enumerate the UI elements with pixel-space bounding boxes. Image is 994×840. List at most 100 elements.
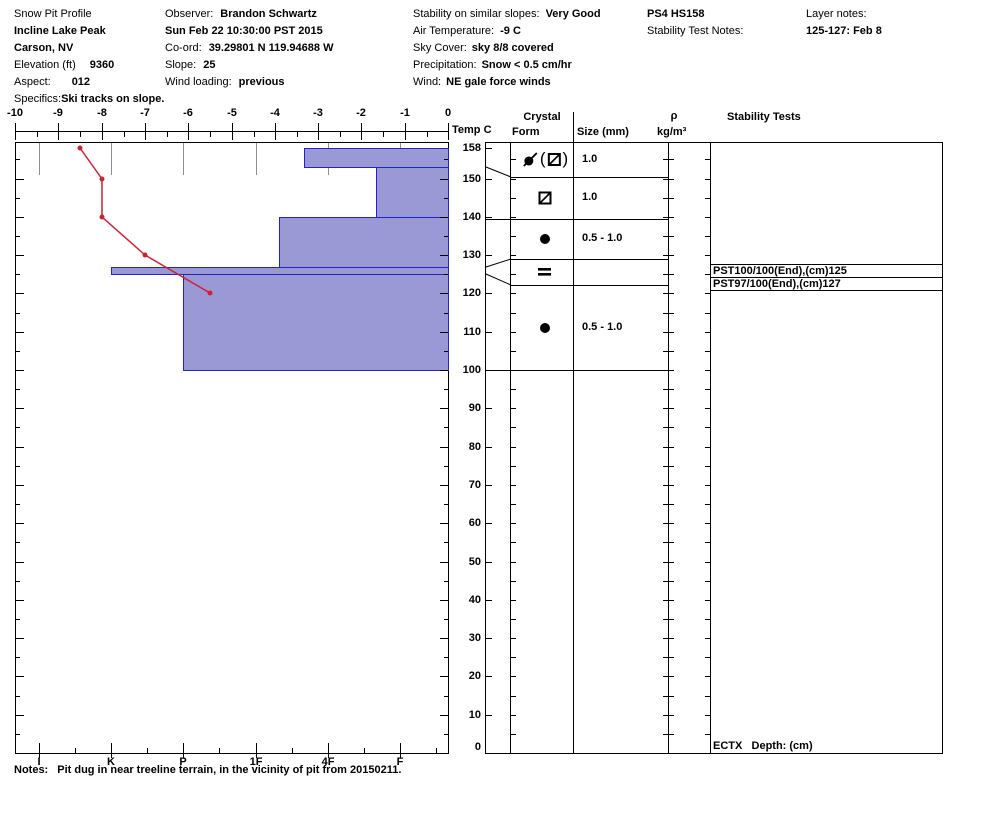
depth-label: 70 (468, 479, 481, 491)
grain-form-symbol (538, 191, 553, 206)
depth-border-tick-left (16, 447, 24, 448)
temp-axis-label: -7 (140, 107, 150, 119)
depth-label: 150 (462, 173, 481, 185)
table-depth-tick (486, 600, 492, 601)
form-col-tick (511, 179, 516, 180)
size-col-tick (663, 542, 668, 543)
notes-label: Notes: (14, 764, 49, 776)
depth-border-tick-right (440, 447, 448, 448)
density-header: ρ (670, 110, 678, 122)
depth-border-tick-right (444, 542, 448, 543)
wind-loading-row: Wind loading: previous (165, 76, 285, 89)
depth-border-tick-left (16, 466, 20, 467)
hardness-axis-tick (111, 743, 112, 758)
size-col-tick (663, 332, 668, 333)
depth-label: 50 (468, 556, 481, 568)
decomposing-fragments-icon (523, 151, 538, 167)
form-col-tick (511, 293, 516, 294)
specifics-row: Specifics:Ski tracks on slope. (14, 93, 164, 106)
observer-row: Observer: Brandon Schwartz (165, 8, 317, 21)
stability-tests-header: Stability Tests (727, 111, 801, 123)
table-depth-tick (486, 370, 492, 371)
temp-axis-label: -5 (227, 107, 237, 119)
rho-col-tick-r (705, 389, 710, 390)
temp-axis-minor-tick (427, 131, 428, 137)
hardness-bar-158-153 (304, 148, 449, 168)
rho-col-tick-r (705, 236, 710, 237)
form-col-tick (511, 600, 516, 601)
temp-axis-line (15, 131, 448, 132)
depth-border-tick-right (444, 466, 448, 467)
elevation-label: Elevation (ft) (14, 59, 76, 71)
hardness-bar-125-100 (183, 274, 449, 371)
layer-notes-label: Layer notes: (806, 8, 867, 20)
air-temp-value: -9 C (500, 25, 521, 37)
rho-col-tick-l (669, 351, 674, 352)
stability-test-ectx: ECTX Depth: (cm) (713, 740, 813, 752)
temp-axis-minor-tick (124, 131, 125, 137)
rho-col-tick-l (669, 159, 674, 160)
form-col-tick (511, 408, 516, 409)
temp-axis-tick (102, 123, 103, 140)
slope-label: Slope: (165, 59, 197, 71)
size-col-tick (663, 351, 668, 352)
precip-label: Precipitation: (413, 59, 477, 71)
temp-axis-label: -4 (270, 107, 280, 119)
rho-col-tick-r (705, 657, 710, 658)
depth-border-tick-right (444, 389, 448, 390)
rho-col-tick-r (705, 351, 710, 352)
form-col-tick (511, 351, 516, 352)
rho-col-tick-l (669, 198, 674, 199)
size-col-tick (663, 236, 668, 237)
pit-chart-area (15, 142, 449, 754)
temp-axis-tick (275, 123, 276, 140)
datetime-value: Sun Feb 22 10:30:00 PST 2015 (165, 25, 323, 37)
table-depth-tick (486, 485, 492, 486)
location-name: Incline Lake Peak (14, 25, 106, 37)
wind-value: NE gale force winds (446, 76, 551, 88)
form-col-tick (511, 542, 516, 543)
grain-size-value: 1.0 (582, 152, 598, 165)
depth-border-tick-right (440, 370, 448, 371)
form-col-tick (511, 715, 516, 716)
rho-col-tick-r (705, 562, 710, 563)
rho-col-tick-l (669, 715, 674, 716)
size-col-tick (663, 696, 668, 697)
hardness-axis-tick (256, 743, 257, 758)
form-col-tick (511, 466, 516, 467)
depth-border-tick-left (16, 332, 24, 333)
temp-axis-tick (361, 123, 362, 140)
table-column-divider (510, 142, 511, 753)
rho-col-tick-l (669, 696, 674, 697)
depth-border-tick-right (444, 313, 448, 314)
depth-border-tick-left (16, 293, 24, 294)
depth-border-tick-right (444, 236, 448, 237)
rho-col-tick-r (705, 715, 710, 716)
rho-col-tick-r (705, 734, 710, 735)
depth-border-tick-left (16, 542, 20, 543)
table-depth-tick (486, 523, 492, 524)
ice-layer-icon (538, 268, 551, 276)
depth-label: 40 (468, 594, 481, 606)
depth-border-tick-right (440, 600, 448, 601)
temp-axis-minor-tick (210, 131, 211, 137)
rho-col-tick-r (705, 313, 710, 314)
rho-col-tick-r (705, 179, 710, 180)
depth-label: 30 (468, 632, 481, 644)
table-column-divider (710, 142, 711, 753)
temp-axis-label: -9 (53, 107, 63, 119)
rho-col-tick-l (669, 504, 674, 505)
depth-label: 20 (468, 670, 481, 682)
depth-border-tick-right (440, 485, 448, 486)
depth-border-tick-right (440, 408, 448, 409)
size-col-tick (663, 638, 668, 639)
coord-row: Co-ord: 39.29801 N 119.94688 W (165, 42, 333, 55)
depth-border-tick-right (444, 581, 448, 582)
size-col-tick (663, 408, 668, 409)
table-depth-tick (486, 447, 492, 448)
temp-axis-label: -6 (183, 107, 193, 119)
depth-border-tick-left (16, 696, 20, 697)
form-col-tick (511, 370, 516, 371)
air-temp-row: Air Temperature: -9 C (413, 25, 521, 38)
hardness-axis-minor-tick (292, 748, 293, 753)
